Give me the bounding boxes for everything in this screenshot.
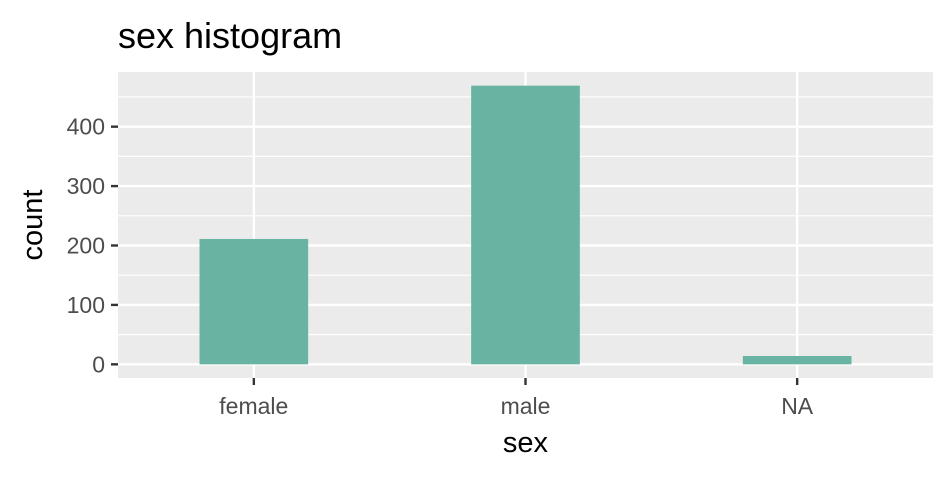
x-axis: female male NA [219, 378, 814, 419]
y-axis: 0 100 200 300 400 [67, 114, 118, 377]
chart-title: sex histogram [118, 15, 342, 56]
y-axis-title: count [17, 190, 49, 261]
bars [199, 85, 852, 365]
bar-NA [742, 356, 852, 365]
y-tick-label-0: 0 [92, 351, 105, 377]
x-tick-label-female: female [219, 393, 288, 419]
y-tick-label-200: 200 [67, 232, 105, 258]
y-tick-label-300: 300 [67, 173, 105, 199]
y-tick-label-100: 100 [67, 292, 105, 318]
x-axis-title: sex [503, 427, 549, 459]
x-tick-label-male: male [501, 393, 551, 419]
bar-female [199, 238, 309, 365]
x-tick-label-NA: NA [781, 393, 814, 419]
bar-male [471, 85, 580, 365]
y-tick-label-400: 400 [67, 114, 105, 140]
